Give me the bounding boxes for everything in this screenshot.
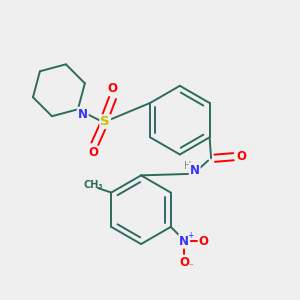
Text: N: N — [190, 164, 200, 177]
Text: +: + — [188, 231, 194, 240]
Text: H: H — [184, 161, 191, 171]
Text: ⁻: ⁻ — [188, 262, 193, 271]
Text: S: S — [100, 115, 110, 128]
Text: CH₃: CH₃ — [84, 180, 103, 190]
Text: N: N — [179, 235, 189, 248]
Text: O: O — [88, 146, 98, 160]
Text: O: O — [108, 82, 118, 95]
Text: O: O — [199, 235, 208, 248]
Text: N: N — [78, 108, 88, 121]
Text: O: O — [237, 150, 247, 163]
Text: O: O — [179, 256, 189, 268]
